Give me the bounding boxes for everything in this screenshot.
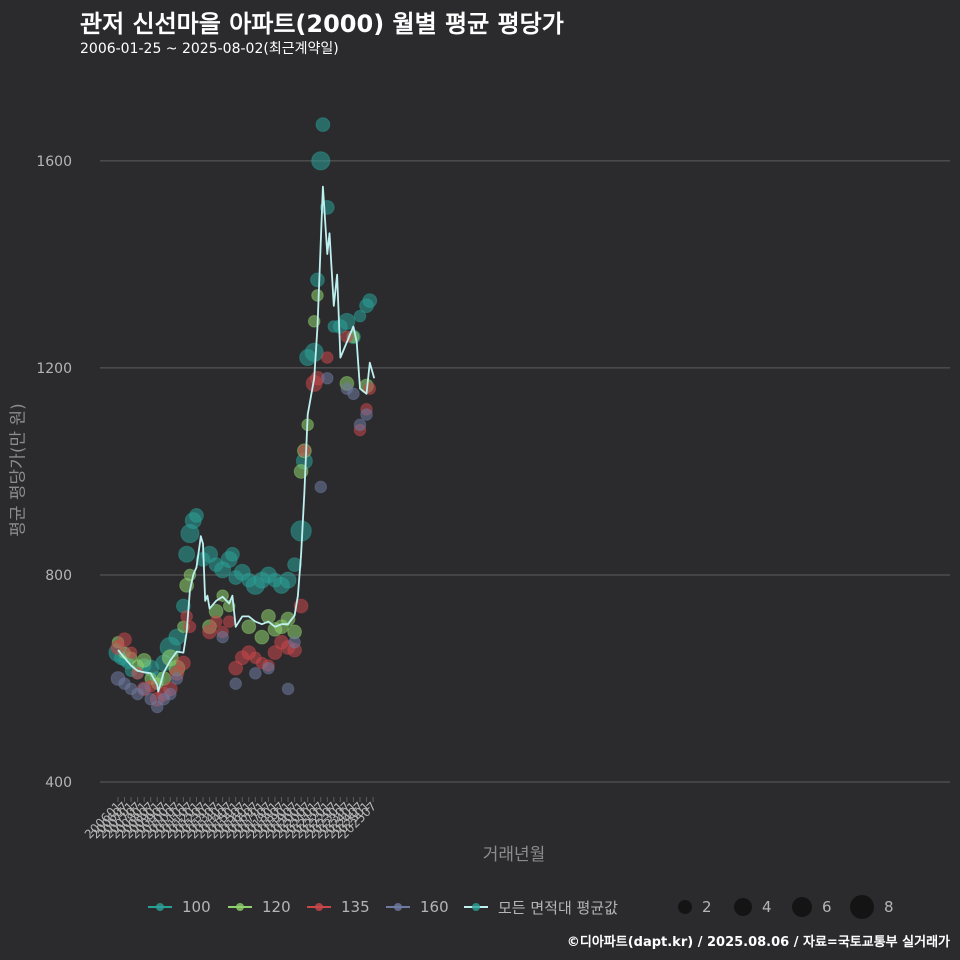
point-area-135: [131, 667, 144, 680]
point-area-160: [281, 682, 295, 696]
point-area-160: [314, 480, 328, 494]
legend-key-135: [305, 893, 333, 921]
x-axis-ticks: 2006012006072007012007072008012008072009…: [82, 797, 379, 842]
legend-size-label-4: 4: [762, 898, 772, 916]
point-area-120: [241, 619, 257, 635]
average-line: [117, 185, 376, 693]
legend-size-4: 4: [734, 893, 772, 921]
chart-subtitle: 2006-01-25 ~ 2025-08-02(최근계약일): [80, 41, 339, 57]
size-marker-2: [678, 900, 692, 914]
legend-label-135: 135: [341, 898, 370, 916]
point-area-160: [320, 371, 334, 385]
point-area-160: [229, 677, 243, 690]
average-line-group: [117, 185, 376, 693]
point-area-100: [225, 546, 240, 562]
credit-text: ©디아파트(dapt.kr) / 2025.08.06 / 자료=국토교통부 실…: [566, 935, 950, 950]
point-area-100: [315, 117, 331, 132]
point-area-100: [189, 508, 204, 523]
point-area-135: [228, 660, 244, 676]
legend-size-label-2: 2: [702, 898, 712, 916]
y-tick-label: 1200: [36, 361, 72, 377]
point-area-135: [180, 610, 193, 623]
point-area-160: [144, 692, 157, 706]
point-area-100: [362, 293, 378, 309]
y-tick-label: 400: [45, 775, 72, 791]
size-marker-6: [792, 897, 812, 917]
point-area-135: [202, 624, 217, 640]
point-area-120: [254, 629, 270, 645]
legend-label-100: 100: [182, 898, 211, 916]
point-area-160: [137, 682, 151, 696]
legend-size-6: 6: [792, 893, 832, 921]
legend-label-average: 모든 면적대 평균값: [498, 898, 618, 917]
point-area-135: [298, 444, 311, 458]
legend-item-135[interactable]: 135: [305, 893, 370, 921]
point-area-135: [117, 632, 132, 648]
legend-size-2: 2: [678, 893, 712, 921]
legend-key-120: [226, 893, 254, 921]
point-area-135: [183, 620, 197, 634]
point-area-135: [176, 655, 191, 671]
point-area-100: [168, 628, 186, 646]
point-area-120: [222, 599, 236, 613]
legend-size-label-6: 6: [822, 898, 832, 916]
point-area-100: [353, 309, 367, 323]
point-area-160: [262, 661, 275, 675]
point-area-135: [320, 351, 334, 364]
point-area-160: [288, 635, 301, 649]
legend-item-160[interactable]: 160: [384, 893, 449, 921]
point-area-120: [280, 611, 296, 627]
legend: 100 120 135 160 모든 면적대 평균값 2 4 6 8: [0, 893, 960, 921]
point-area-100: [310, 272, 325, 288]
x-axis-label: 거래년월: [482, 845, 546, 865]
point-area-160: [360, 408, 373, 421]
y-axis-ticks: 400 800 1200 1600: [36, 154, 72, 791]
point-area-160: [353, 418, 367, 432]
legend-key-100: [146, 893, 174, 921]
point-area-100: [287, 557, 302, 573]
point-area-160: [164, 687, 177, 701]
chart-title: 관저 신선마을 아파트(2000) 월별 평균 평당가: [80, 10, 564, 38]
legend-item-120[interactable]: 120: [226, 893, 291, 921]
point-area-135: [293, 598, 309, 614]
point-area-135: [222, 615, 236, 628]
point-area-100: [311, 151, 331, 171]
legend-item-100[interactable]: 100: [146, 893, 211, 921]
legend-label-160: 160: [420, 898, 449, 916]
point-area-135: [209, 615, 223, 628]
y-axis-label: 평균 평당가(만 원): [8, 403, 29, 537]
legend-key-average: [462, 893, 490, 921]
legend-item-average[interactable]: 모든 면적대 평균값: [462, 893, 618, 921]
point-area-100: [304, 342, 324, 362]
point-area-160: [170, 672, 184, 685]
scatter-points: [108, 117, 378, 714]
point-area-120: [136, 653, 152, 668]
legend-key-160: [384, 893, 412, 921]
legend-size-label-8: 8: [884, 898, 894, 916]
point-area-160: [150, 700, 164, 714]
size-marker-4: [734, 898, 752, 916]
legend-label-120: 120: [262, 898, 291, 916]
point-area-100: [279, 571, 297, 589]
point-area-160: [249, 667, 262, 680]
y-tick-label: 1600: [36, 154, 72, 170]
point-area-100: [178, 545, 196, 563]
y-tick-label: 800: [45, 568, 72, 584]
point-area-160: [216, 630, 229, 644]
point-area-120: [261, 608, 276, 624]
point-area-120: [311, 289, 324, 302]
point-area-135: [267, 645, 283, 661]
point-area-135: [124, 646, 138, 659]
size-marker-8: [850, 895, 874, 919]
point-area-160: [347, 387, 360, 401]
legend-size-8: 8: [850, 893, 894, 921]
grid-lines: [100, 160, 950, 783]
